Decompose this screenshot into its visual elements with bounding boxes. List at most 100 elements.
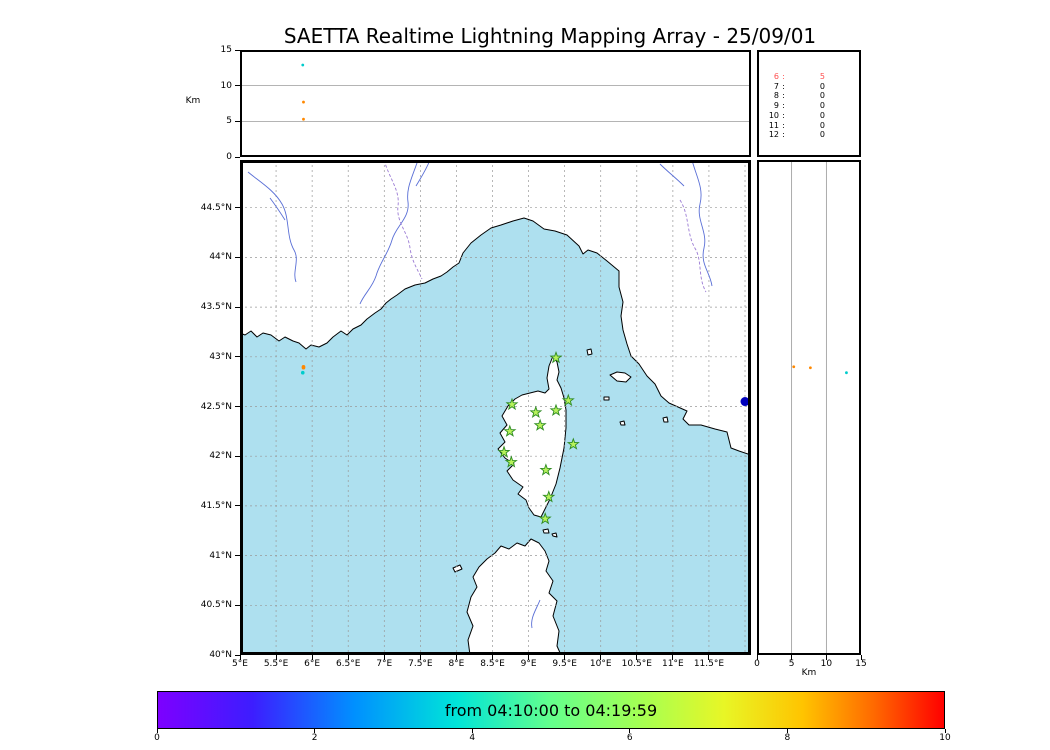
- panel-frame: [240, 50, 751, 157]
- alt-tick-label: 5: [226, 116, 232, 127]
- station-count-value: 0: [819, 91, 825, 101]
- station-count-row: 9: 0: [759, 101, 859, 111]
- lma-station-star: [503, 424, 517, 437]
- lat-tick-label: 40.5°N: [200, 600, 232, 611]
- station-count-n: 7: [773, 81, 779, 91]
- alt-tick-label-right: 10: [820, 659, 833, 669]
- station-count-colon: :: [782, 91, 785, 101]
- lat-tick: [235, 207, 240, 209]
- alt-tick: [235, 49, 240, 51]
- lightning-source-dot: [300, 370, 305, 375]
- landmass-coastline: [619, 420, 626, 426]
- lon-tick-label: 8°E: [448, 659, 465, 669]
- admin-border: [383, 160, 423, 280]
- river: [359, 160, 419, 305]
- lightning-source-dot: [301, 365, 306, 370]
- station-count-row: 7: 0: [759, 82, 859, 92]
- lon-tick: [455, 655, 457, 660]
- colorbar-gradient: [158, 692, 944, 728]
- lon-tick-label: 11°E: [662, 659, 684, 669]
- admin-border: [679, 199, 707, 293]
- lma-station-star: [529, 405, 543, 418]
- landmass-coastline: [497, 355, 567, 518]
- station-count-n: 12: [768, 130, 779, 140]
- lat-tick-label: 40°N: [209, 650, 232, 660]
- colorbar-tick: [156, 729, 158, 733]
- lon-tick-label: 9°E: [520, 659, 537, 669]
- page-title: SAETTA Realtime Lightning Mapping Array …: [283, 24, 817, 48]
- lon-tick: [708, 655, 710, 660]
- map-frame: [240, 160, 751, 655]
- lon-tick: [528, 655, 530, 660]
- lat-tick: [235, 356, 240, 358]
- lat-tick-label: 44.5°N: [200, 202, 232, 213]
- river: [659, 163, 685, 187]
- lat-tick: [235, 505, 240, 507]
- lma-station-star: [561, 393, 575, 407]
- station-count-value: 0: [819, 81, 825, 91]
- station-count-panel: 6: 5 7: 0 8: 0 9: 0 10: 0 11: 0 12: 0: [757, 50, 861, 157]
- lon-tick-label: 9.5°E: [552, 659, 577, 669]
- alt-tick-label-right: 5: [788, 659, 795, 669]
- alt-tick-label-right: 15: [855, 659, 867, 669]
- lma-station-star: [549, 350, 563, 364]
- station-count-row: 11: 0: [759, 121, 859, 131]
- lma-station-star: [549, 403, 563, 416]
- station-count-colon: :: [782, 81, 785, 91]
- landmass-coastline: [452, 564, 463, 573]
- landmass-coastline: [551, 532, 558, 538]
- colorbar-tick: [314, 729, 316, 733]
- lon-tick-label: 10°E: [589, 659, 612, 669]
- lat-tick-label: 41°N: [209, 550, 232, 561]
- altitude-latitude-panel: [757, 160, 861, 655]
- lon-tick: [239, 655, 241, 660]
- lma-station-star: [542, 490, 556, 503]
- map-plot: [240, 160, 751, 655]
- lightning-source-dot: [302, 117, 305, 121]
- colorbar-tick-label: 6: [626, 733, 633, 743]
- lma-station-star: [497, 445, 511, 458]
- lat-tick-label: 44°N: [209, 252, 232, 263]
- lightning-source-dot: [792, 365, 796, 369]
- lon-tick: [492, 655, 493, 660]
- colorbar-tick-label: 0: [154, 733, 160, 743]
- lma-station-star: [538, 511, 552, 525]
- colorbar-tick: [471, 729, 473, 733]
- lat-tick-label: 43°N: [209, 351, 232, 362]
- lat-tick: [235, 306, 240, 308]
- lon-tick-label: 5°E: [232, 659, 248, 669]
- landmass-coastline: [603, 396, 610, 401]
- lon-tick: [275, 655, 277, 660]
- station-count-value: 0: [819, 110, 825, 120]
- lon-tick-label: 7.5°E: [408, 659, 433, 669]
- altitude-axis-label-right: Km: [801, 668, 817, 678]
- colorbar-tick-label: 2: [311, 733, 318, 743]
- lon-tick: [383, 655, 385, 660]
- alt-tick: [235, 85, 240, 87]
- lon-tick: [347, 655, 349, 660]
- lightning-source-dot: [808, 366, 812, 370]
- lon-tick-label: 8.5°E: [480, 659, 505, 669]
- lat-tick-label: 42°N: [209, 451, 232, 462]
- lma-station-star: [533, 418, 547, 431]
- panel-frame: [757, 160, 861, 655]
- station-count-row: 6: 5: [759, 72, 859, 82]
- alt-tick-right: [860, 655, 862, 660]
- map-panel: [240, 160, 751, 655]
- lon-tick: [672, 655, 674, 660]
- lon-tick: [600, 655, 602, 660]
- station-count-colon: :: [782, 120, 785, 130]
- river: [531, 599, 541, 629]
- station-count-n: 6: [773, 72, 779, 81]
- lon-tick-label: 11.5°E: [693, 659, 725, 669]
- landmass-coastline: [609, 371, 632, 383]
- alt-tick-right: [756, 655, 758, 660]
- alt-tick: [235, 120, 240, 122]
- river: [247, 171, 297, 283]
- station-count-colon: :: [782, 72, 785, 81]
- station-count-colon: :: [782, 101, 785, 111]
- station-count-n: 9: [773, 101, 779, 111]
- lon-tick-label: 6.5°E: [335, 659, 361, 669]
- alt-tick-label: 15: [220, 45, 232, 55]
